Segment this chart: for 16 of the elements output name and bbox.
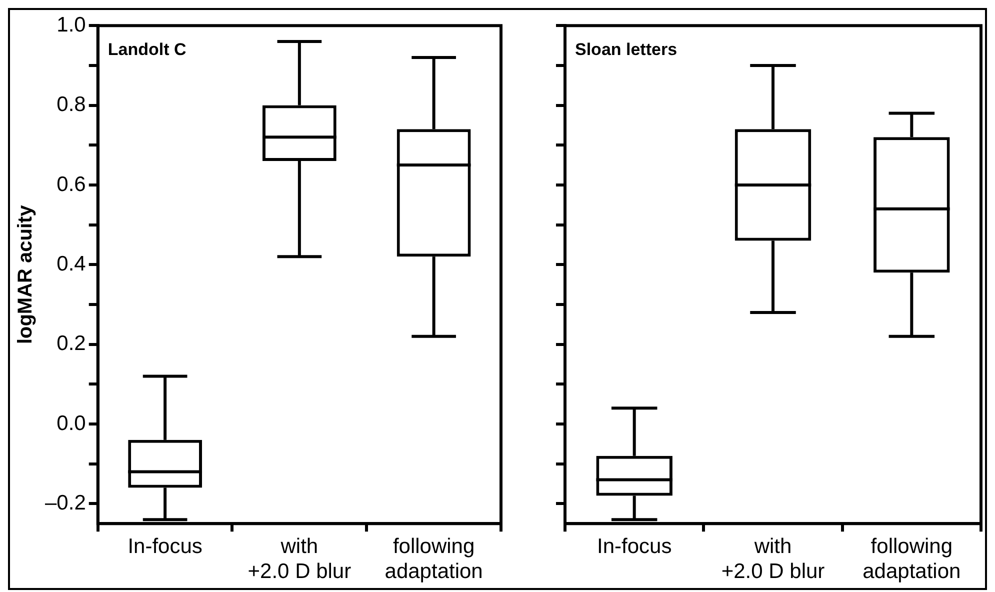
y-tick-label: 0.2 [56,332,86,356]
x-tick-label: In-focus [128,534,202,558]
text: Landolt C [108,40,186,59]
x-tick-label: with +2.0 D blur [721,534,825,584]
text: Sloan letters [575,40,678,59]
y-axis-title: logMAR acuity [14,204,37,344]
y-tick-label: 1.0 [56,13,86,36]
y-tick-label: 0.6 [56,172,86,196]
x-tick-label: following adaptation [862,534,961,584]
x-tick-label: In-focus [596,534,672,558]
x-tick-label: following adaptation [384,534,483,584]
x-tick-label: with +2.0 D blur [248,534,352,584]
y-tick-label: 0.0 [56,412,86,435]
y-tick-label: 0.8 [56,93,86,116]
y-tick-label: 0.4 [56,252,86,276]
y-tick-label: –0.2 [44,491,86,514]
